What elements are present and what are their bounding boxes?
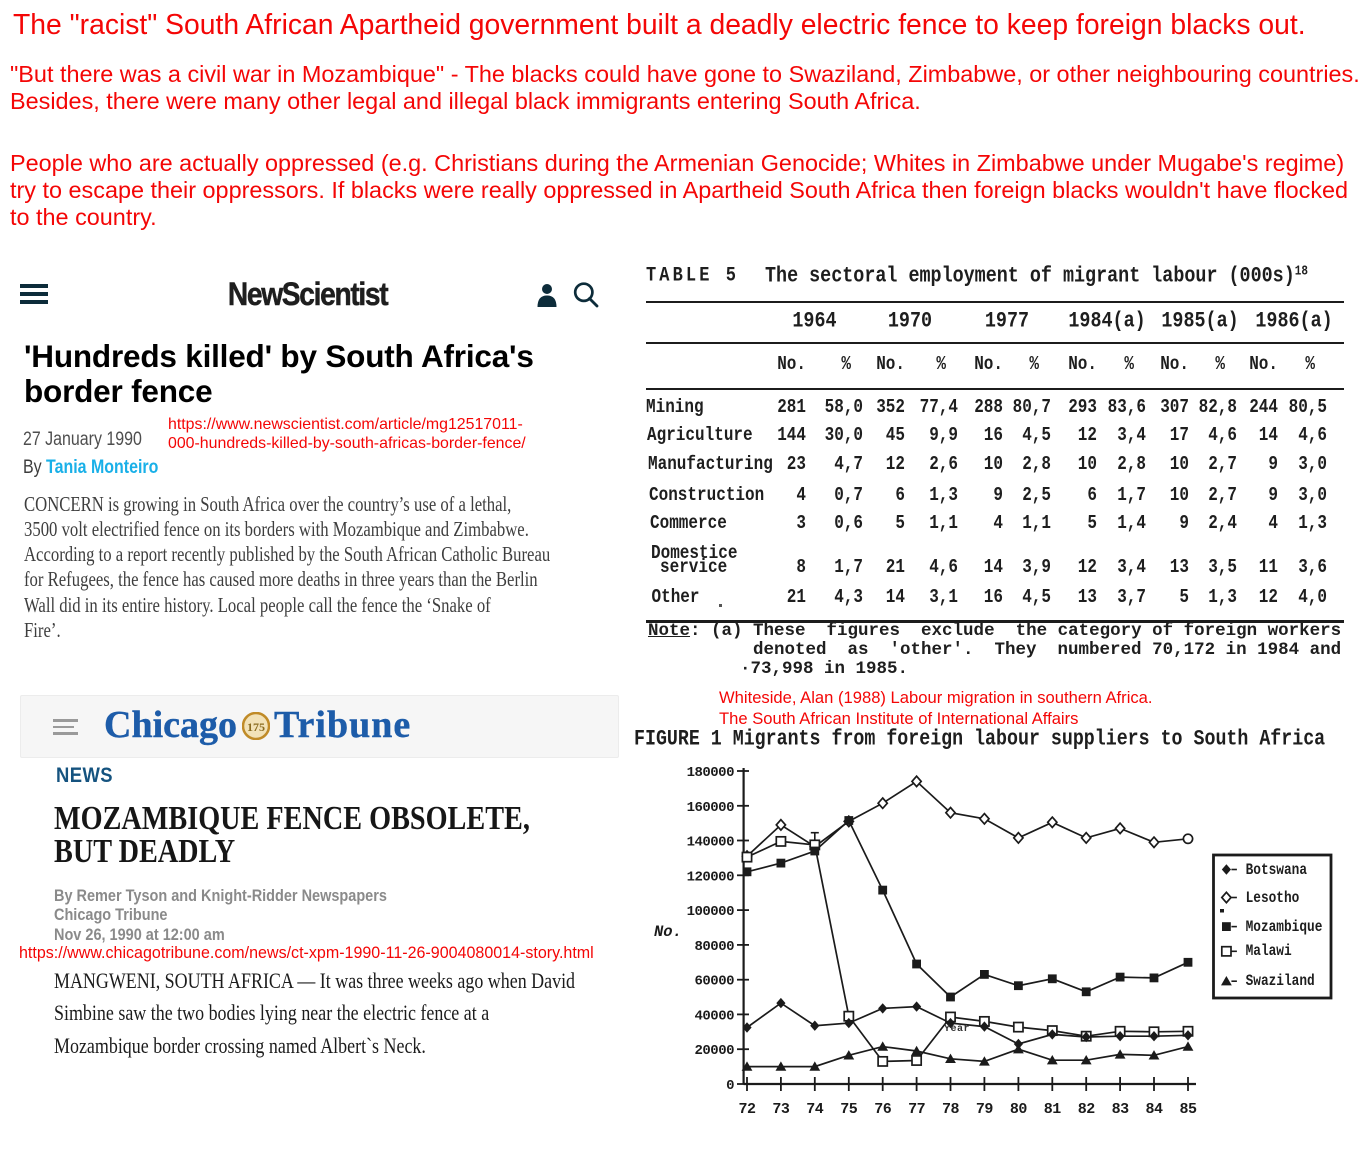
svg-text:77: 77 — [908, 1101, 925, 1118]
svg-text:78: 78 — [942, 1101, 960, 1118]
svg-text:76: 76 — [874, 1101, 892, 1118]
svg-text:60000: 60000 — [694, 974, 734, 990]
svg-text:140000: 140000 — [687, 835, 735, 851]
svg-text:100000: 100000 — [687, 904, 735, 920]
svg-text:85: 85 — [1179, 1101, 1197, 1118]
svg-text:No.: No. — [654, 923, 682, 941]
svg-text:82: 82 — [1078, 1101, 1096, 1118]
svg-text:40000: 40000 — [694, 1008, 734, 1024]
svg-text:80000: 80000 — [694, 939, 734, 955]
svg-text:120000: 120000 — [687, 869, 735, 885]
svg-text:74: 74 — [806, 1101, 824, 1118]
svg-text:20000: 20000 — [694, 1043, 734, 1059]
svg-text:160000: 160000 — [687, 800, 735, 816]
svg-text:0: 0 — [726, 1078, 734, 1094]
svg-text:72: 72 — [738, 1101, 756, 1118]
svg-text:84: 84 — [1145, 1101, 1163, 1118]
svg-text:180000: 180000 — [687, 765, 735, 781]
svg-text:Year: Year — [944, 1024, 970, 1035]
svg-text:81: 81 — [1044, 1101, 1062, 1118]
svg-text:80: 80 — [1010, 1101, 1028, 1118]
svg-text:73: 73 — [772, 1101, 790, 1118]
svg-text:175: 175 — [247, 720, 265, 734]
svg-text:83: 83 — [1112, 1101, 1130, 1118]
svg-text:75: 75 — [840, 1101, 858, 1118]
svg-text:79: 79 — [976, 1101, 994, 1118]
